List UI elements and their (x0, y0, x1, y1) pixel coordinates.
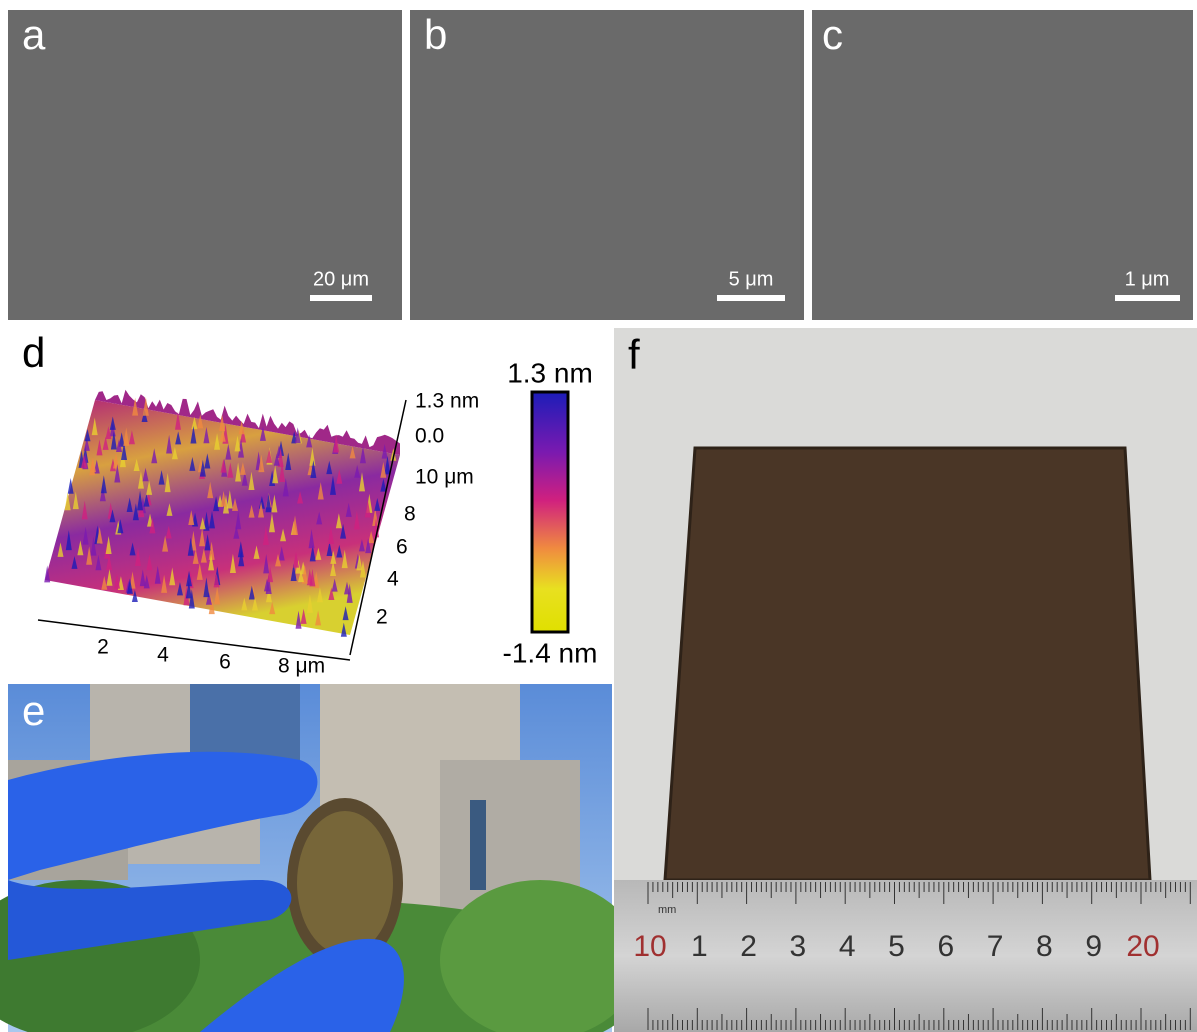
x-tick-label: 2 (97, 636, 109, 659)
y-tick-label: 6 (396, 536, 408, 559)
ruler-label: 3 (790, 930, 807, 963)
ruler-label: 10 (633, 930, 666, 963)
panel-label: f (628, 331, 640, 378)
colorbar (532, 392, 568, 632)
ruler-label: 9 (1085, 930, 1102, 963)
ruler-label: 2 (740, 930, 757, 963)
ruler-label: 7 (987, 930, 1004, 963)
scale-bar-label: 20 μm (313, 268, 369, 290)
y-tick-label: 10 μm (415, 466, 474, 489)
x-tick-label: 6 (219, 651, 231, 674)
y-tick-label: 8 (404, 503, 416, 526)
panel-label: a (22, 11, 46, 58)
scale-bar-label: 1 μm (1125, 268, 1170, 290)
y-tick-label: 4 (387, 568, 399, 591)
panel-label: c (822, 11, 843, 58)
panel-label: d (22, 329, 45, 376)
colorbar-min: -1.4 nm (503, 637, 598, 668)
figure: a b c 20 μm 5 μm 1 μm d 2 4 6 8 μm 1.3 n… (0, 0, 1197, 1032)
z-tick-label: 0.0 (415, 425, 444, 448)
z-tick-label: 1.3 nm (415, 390, 479, 413)
colorbar-max: 1.3 nm (507, 357, 593, 388)
film-sample (665, 448, 1150, 880)
ruler-unit: mm (658, 904, 676, 916)
ruler-label: 1 (691, 930, 708, 963)
x-tick-label: 4 (157, 644, 169, 667)
panel-label: e (22, 687, 45, 734)
ruler-label: 8 (1036, 930, 1053, 963)
afm-surface (44, 390, 400, 637)
ruler-label: 5 (888, 930, 905, 963)
panel-label: b (424, 11, 447, 58)
scale-bar-label: 5 μm (729, 268, 774, 290)
y-tick-label: 2 (376, 606, 388, 629)
x-tick-label: 8 μm (278, 655, 325, 678)
ruler-label: 6 (937, 930, 954, 963)
photo (0, 684, 640, 1032)
ruler-label: 20 (1126, 930, 1159, 963)
ruler-label: 4 (839, 930, 856, 963)
